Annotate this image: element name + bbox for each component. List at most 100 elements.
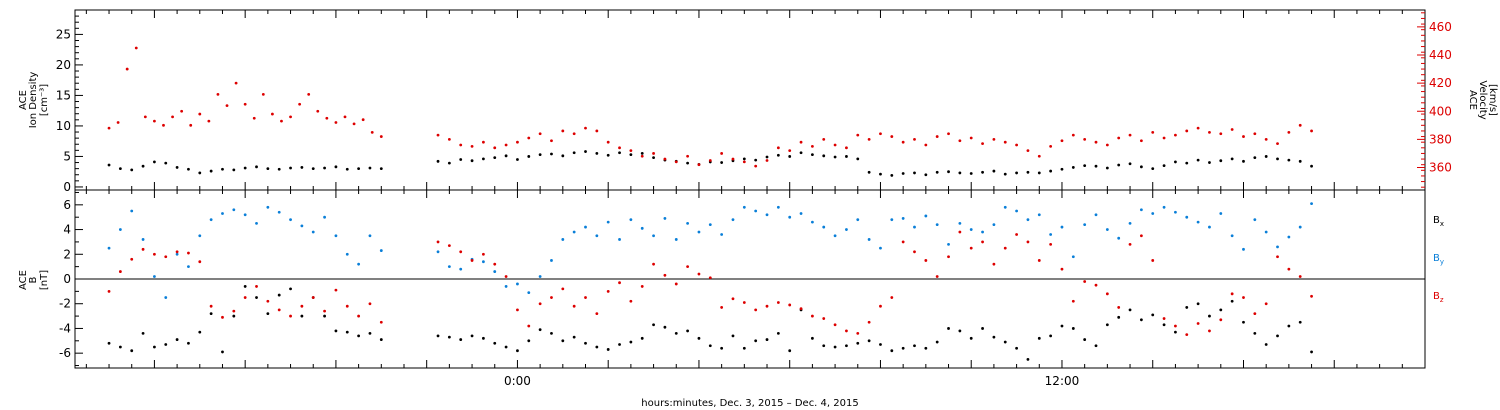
bz-point bbox=[538, 302, 542, 306]
by-point bbox=[720, 233, 724, 236]
by-point bbox=[1105, 228, 1109, 231]
top-right-ylabel-line2: Velocity bbox=[1477, 80, 1488, 119]
by-point bbox=[1094, 213, 1098, 217]
bx-point bbox=[164, 343, 168, 346]
legend-bx: Bx bbox=[1433, 215, 1444, 228]
bx-point bbox=[232, 314, 236, 318]
bz-point bbox=[130, 257, 134, 261]
bz-point bbox=[708, 276, 712, 280]
bz-point bbox=[572, 304, 576, 308]
velocity-point bbox=[1185, 129, 1189, 133]
bz-point bbox=[890, 296, 894, 299]
bx-point bbox=[913, 344, 916, 348]
top-left-ylabel-line3: [cm⁻³] bbox=[39, 84, 50, 116]
ion-density-point bbox=[1208, 161, 1211, 164]
velocity-point bbox=[742, 160, 746, 164]
by-point bbox=[357, 262, 361, 266]
bx-point bbox=[130, 349, 134, 353]
bz-point bbox=[118, 270, 122, 273]
ion-density-point bbox=[300, 166, 304, 169]
bx-point bbox=[209, 312, 213, 316]
bx-point bbox=[1060, 324, 1064, 328]
bz-point bbox=[1276, 255, 1279, 259]
velocity-point bbox=[243, 102, 247, 106]
bx-point bbox=[141, 331, 145, 335]
velocity-point bbox=[629, 149, 633, 153]
by-point bbox=[935, 223, 939, 227]
bz-point bbox=[1105, 292, 1109, 296]
velocity-point bbox=[867, 137, 871, 141]
bx-point bbox=[1264, 343, 1268, 346]
by-point bbox=[323, 215, 326, 219]
velocity-point bbox=[833, 143, 837, 147]
bx-point bbox=[107, 341, 111, 345]
bx-point bbox=[300, 314, 304, 318]
bottom-ylabel-line1: ACE bbox=[18, 270, 29, 290]
bz-point bbox=[1037, 259, 1041, 262]
bx-point bbox=[765, 338, 769, 341]
by-point bbox=[788, 215, 792, 219]
velocity-point bbox=[776, 146, 780, 150]
velocity-point bbox=[754, 164, 758, 168]
ion-density-point bbox=[1185, 161, 1189, 165]
velocity-series bbox=[107, 46, 1313, 168]
by-point bbox=[516, 282, 519, 286]
by-point bbox=[1287, 235, 1291, 239]
velocity-point bbox=[307, 92, 311, 96]
bx-point bbox=[742, 346, 746, 350]
velocity-point bbox=[1128, 133, 1132, 137]
ion-density-point bbox=[640, 151, 644, 155]
bottom-tick-label: 6 bbox=[63, 198, 71, 212]
by-point bbox=[697, 230, 701, 234]
ion-density-point bbox=[1117, 163, 1121, 167]
bz-point bbox=[879, 304, 882, 308]
velocity-point bbox=[1083, 137, 1087, 141]
ion-density-point bbox=[1105, 166, 1109, 170]
bz-point bbox=[459, 250, 463, 254]
bx-point bbox=[1128, 308, 1132, 312]
by-point bbox=[1174, 210, 1177, 214]
velocity-point bbox=[225, 104, 229, 108]
bz-point bbox=[686, 265, 690, 269]
bz-point bbox=[595, 312, 599, 316]
by-point bbox=[221, 212, 224, 215]
top-right-tick-label: 440 bbox=[1429, 48, 1452, 62]
bz-point bbox=[981, 240, 984, 244]
bz-point bbox=[799, 307, 803, 311]
legend-by-main: B bbox=[1433, 253, 1440, 264]
bx-point bbox=[697, 336, 701, 340]
by-point bbox=[289, 218, 292, 222]
bz-point bbox=[765, 304, 769, 308]
by-point bbox=[1242, 247, 1245, 251]
bx-point bbox=[243, 285, 247, 288]
bx-point bbox=[947, 327, 950, 330]
bx-point bbox=[1208, 314, 1211, 318]
ion-density-point bbox=[1015, 171, 1018, 175]
bz-point bbox=[187, 251, 190, 255]
velocity-point bbox=[856, 133, 860, 137]
velocity-point bbox=[1026, 149, 1030, 153]
ion-density-point bbox=[652, 156, 655, 160]
bx-point bbox=[652, 323, 655, 327]
ion-density-point bbox=[504, 154, 508, 158]
bx-point bbox=[493, 341, 497, 345]
bz-point bbox=[720, 306, 724, 309]
velocity-point bbox=[370, 130, 374, 134]
bz-point bbox=[277, 308, 281, 312]
bx-point bbox=[1253, 331, 1257, 335]
velocity-point bbox=[538, 132, 542, 136]
bz-point bbox=[164, 255, 168, 259]
bx-point bbox=[1071, 327, 1075, 330]
top-right-tick-label: 360 bbox=[1429, 161, 1452, 175]
velocity-point bbox=[270, 112, 274, 116]
velocity-point bbox=[947, 132, 950, 136]
by-point bbox=[1060, 225, 1064, 229]
bz-point bbox=[1230, 292, 1234, 296]
legend-bz-sub: z bbox=[1440, 296, 1444, 304]
ion-density-point bbox=[527, 155, 531, 158]
by-point bbox=[379, 249, 383, 252]
bz-point bbox=[1003, 246, 1007, 250]
by-point bbox=[833, 234, 837, 238]
by-point bbox=[1219, 212, 1223, 215]
by-point bbox=[652, 234, 655, 238]
